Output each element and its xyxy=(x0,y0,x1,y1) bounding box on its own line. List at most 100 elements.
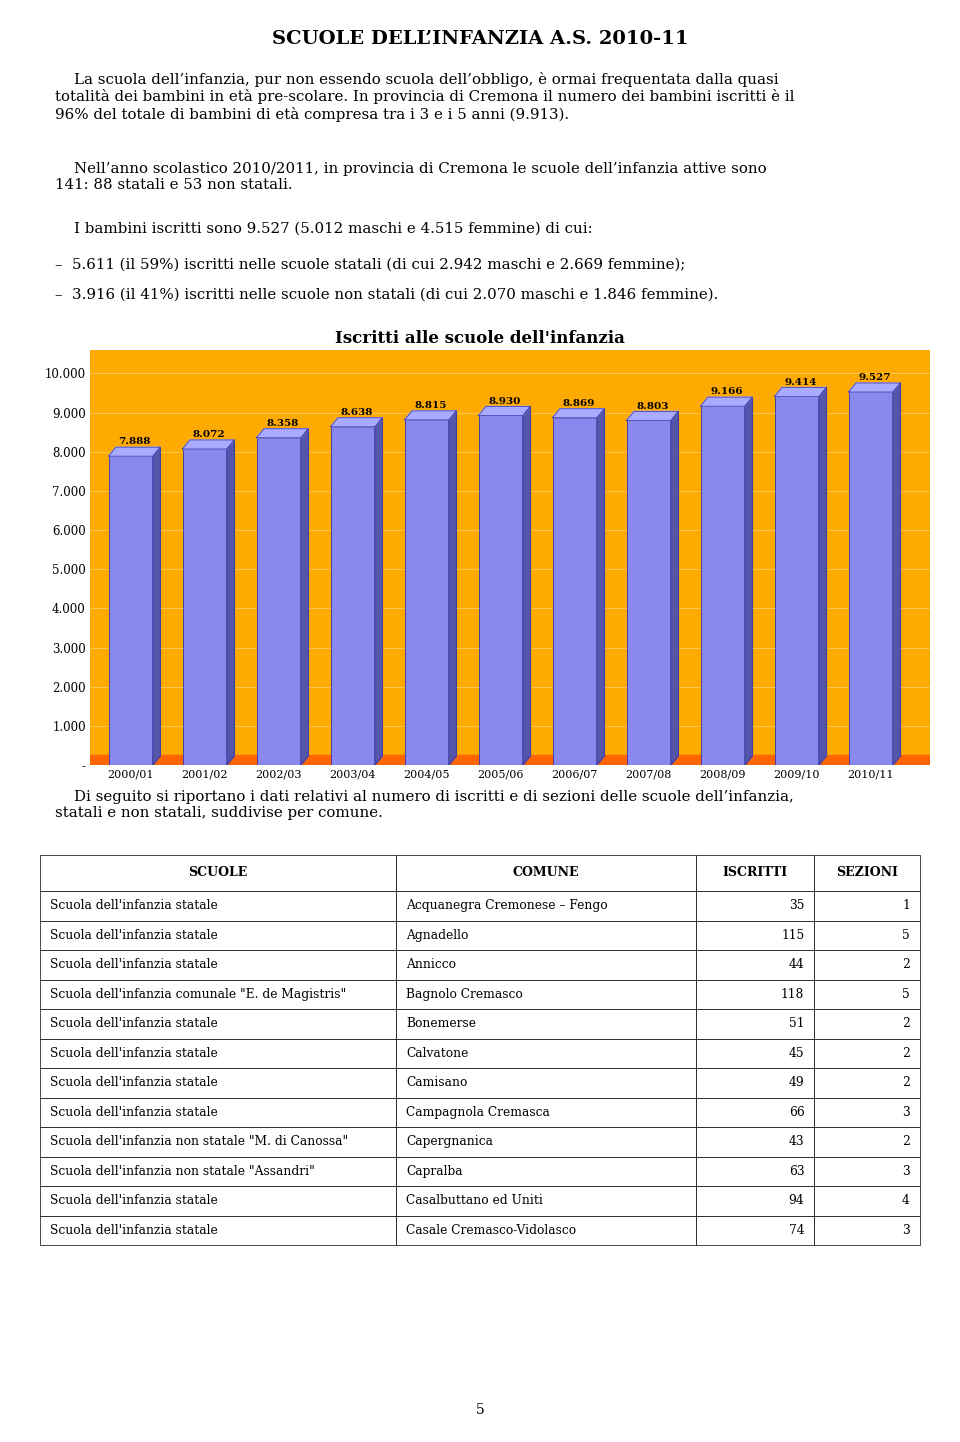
Text: 3: 3 xyxy=(902,1224,910,1237)
Bar xyxy=(40,1216,396,1244)
Text: 8.072: 8.072 xyxy=(192,430,225,440)
Text: Campagnola Cremasca: Campagnola Cremasca xyxy=(406,1106,550,1119)
Bar xyxy=(814,1185,920,1216)
Text: 5: 5 xyxy=(902,929,910,942)
Text: –  3.916 (il 41%) iscritti nelle scuole non statali (di cui 2.070 maschi e 1.846: – 3.916 (il 41%) iscritti nelle scuole n… xyxy=(55,288,718,301)
Text: 2: 2 xyxy=(902,1135,910,1148)
Bar xyxy=(40,979,396,1009)
Text: 2: 2 xyxy=(902,1047,910,1060)
Polygon shape xyxy=(300,428,308,766)
Polygon shape xyxy=(478,407,530,415)
Text: Scuola dell'infanzia statale: Scuola dell'infanzia statale xyxy=(50,1106,218,1119)
Text: 2: 2 xyxy=(902,1076,910,1089)
Bar xyxy=(814,1216,920,1244)
Text: Nell’anno scolastico 2010/2011, in provincia di Cremona le scuole dell’infanzia : Nell’anno scolastico 2010/2011, in provi… xyxy=(55,162,767,192)
Bar xyxy=(814,1128,920,1156)
Text: 63: 63 xyxy=(789,1165,804,1178)
Bar xyxy=(627,421,671,766)
Bar xyxy=(396,1128,696,1156)
Text: 8.869: 8.869 xyxy=(563,399,594,408)
Bar xyxy=(396,891,696,920)
Text: 66: 66 xyxy=(789,1106,804,1119)
Bar xyxy=(40,1038,396,1069)
Text: 51: 51 xyxy=(789,1017,804,1030)
Polygon shape xyxy=(256,428,308,438)
Bar xyxy=(696,979,814,1009)
Text: Di seguito si riportano i dati relativi al numero di iscritti e di sezioni delle: Di seguito si riportano i dati relativi … xyxy=(55,790,794,820)
Polygon shape xyxy=(153,447,160,766)
Bar xyxy=(814,920,920,950)
Bar xyxy=(40,1156,396,1185)
Bar xyxy=(696,1185,814,1216)
Bar xyxy=(814,855,920,891)
Polygon shape xyxy=(330,418,382,427)
Text: 8.803: 8.803 xyxy=(636,401,669,411)
Bar xyxy=(396,950,696,979)
Text: Scuola dell'infanzia non statale "M. di Canossa": Scuola dell'infanzia non statale "M. di … xyxy=(50,1135,348,1148)
Bar xyxy=(696,1216,814,1244)
Text: 4: 4 xyxy=(902,1194,910,1207)
Polygon shape xyxy=(553,408,605,418)
Bar xyxy=(40,920,396,950)
Bar xyxy=(814,891,920,920)
Bar xyxy=(182,448,227,766)
Bar xyxy=(40,855,396,891)
Bar xyxy=(40,1185,396,1216)
Bar xyxy=(40,1097,396,1128)
Bar xyxy=(814,950,920,979)
Bar xyxy=(849,392,893,766)
Polygon shape xyxy=(893,384,900,766)
Text: 7.888: 7.888 xyxy=(118,437,151,447)
Bar xyxy=(701,407,745,766)
Bar xyxy=(40,1069,396,1097)
Bar xyxy=(696,1009,814,1038)
Text: 8.815: 8.815 xyxy=(415,401,446,410)
Polygon shape xyxy=(404,411,456,420)
Bar xyxy=(696,1097,814,1128)
Bar xyxy=(396,1216,696,1244)
Text: 2: 2 xyxy=(902,959,910,972)
Text: 8.358: 8.358 xyxy=(266,420,299,428)
Text: SEZIONI: SEZIONI xyxy=(836,867,899,880)
Bar xyxy=(396,979,696,1009)
Bar xyxy=(40,1128,396,1156)
Text: 94: 94 xyxy=(789,1194,804,1207)
Text: Annicco: Annicco xyxy=(406,959,456,972)
Polygon shape xyxy=(108,447,160,456)
Polygon shape xyxy=(701,397,753,407)
Text: Capralba: Capralba xyxy=(406,1165,463,1178)
Text: Scuola dell'infanzia statale: Scuola dell'infanzia statale xyxy=(50,900,218,913)
Bar xyxy=(90,756,930,766)
Polygon shape xyxy=(671,411,679,766)
Bar xyxy=(40,1009,396,1038)
Text: Casalbuttano ed Uniti: Casalbuttano ed Uniti xyxy=(406,1194,543,1207)
Text: Scuola dell'infanzia comunale "E. de Magistris": Scuola dell'infanzia comunale "E. de Mag… xyxy=(50,988,347,1001)
Bar xyxy=(396,1185,696,1216)
Bar xyxy=(404,420,449,766)
Text: 8.930: 8.930 xyxy=(489,397,520,405)
Text: SCUOLE: SCUOLE xyxy=(188,867,248,880)
Text: 44: 44 xyxy=(789,959,804,972)
Bar xyxy=(396,1069,696,1097)
Bar xyxy=(696,855,814,891)
Text: 43: 43 xyxy=(789,1135,804,1148)
Polygon shape xyxy=(849,384,900,392)
Text: Camisano: Camisano xyxy=(406,1076,468,1089)
Text: Agnadello: Agnadello xyxy=(406,929,468,942)
Text: 74: 74 xyxy=(789,1224,804,1237)
Text: Acquanegra Cremonese – Fengo: Acquanegra Cremonese – Fengo xyxy=(406,900,608,913)
Text: 8.638: 8.638 xyxy=(340,408,372,417)
Text: 5: 5 xyxy=(902,988,910,1001)
Bar xyxy=(814,1009,920,1038)
Text: Casale Cremasco-Vidolasco: Casale Cremasco-Vidolasco xyxy=(406,1224,577,1237)
Text: 118: 118 xyxy=(781,988,804,1001)
Bar xyxy=(553,418,597,766)
Bar xyxy=(814,1097,920,1128)
Bar xyxy=(396,855,696,891)
Polygon shape xyxy=(227,440,234,766)
Bar xyxy=(396,920,696,950)
Bar xyxy=(696,1128,814,1156)
Bar xyxy=(814,979,920,1009)
Bar xyxy=(775,397,819,766)
Bar xyxy=(814,1156,920,1185)
